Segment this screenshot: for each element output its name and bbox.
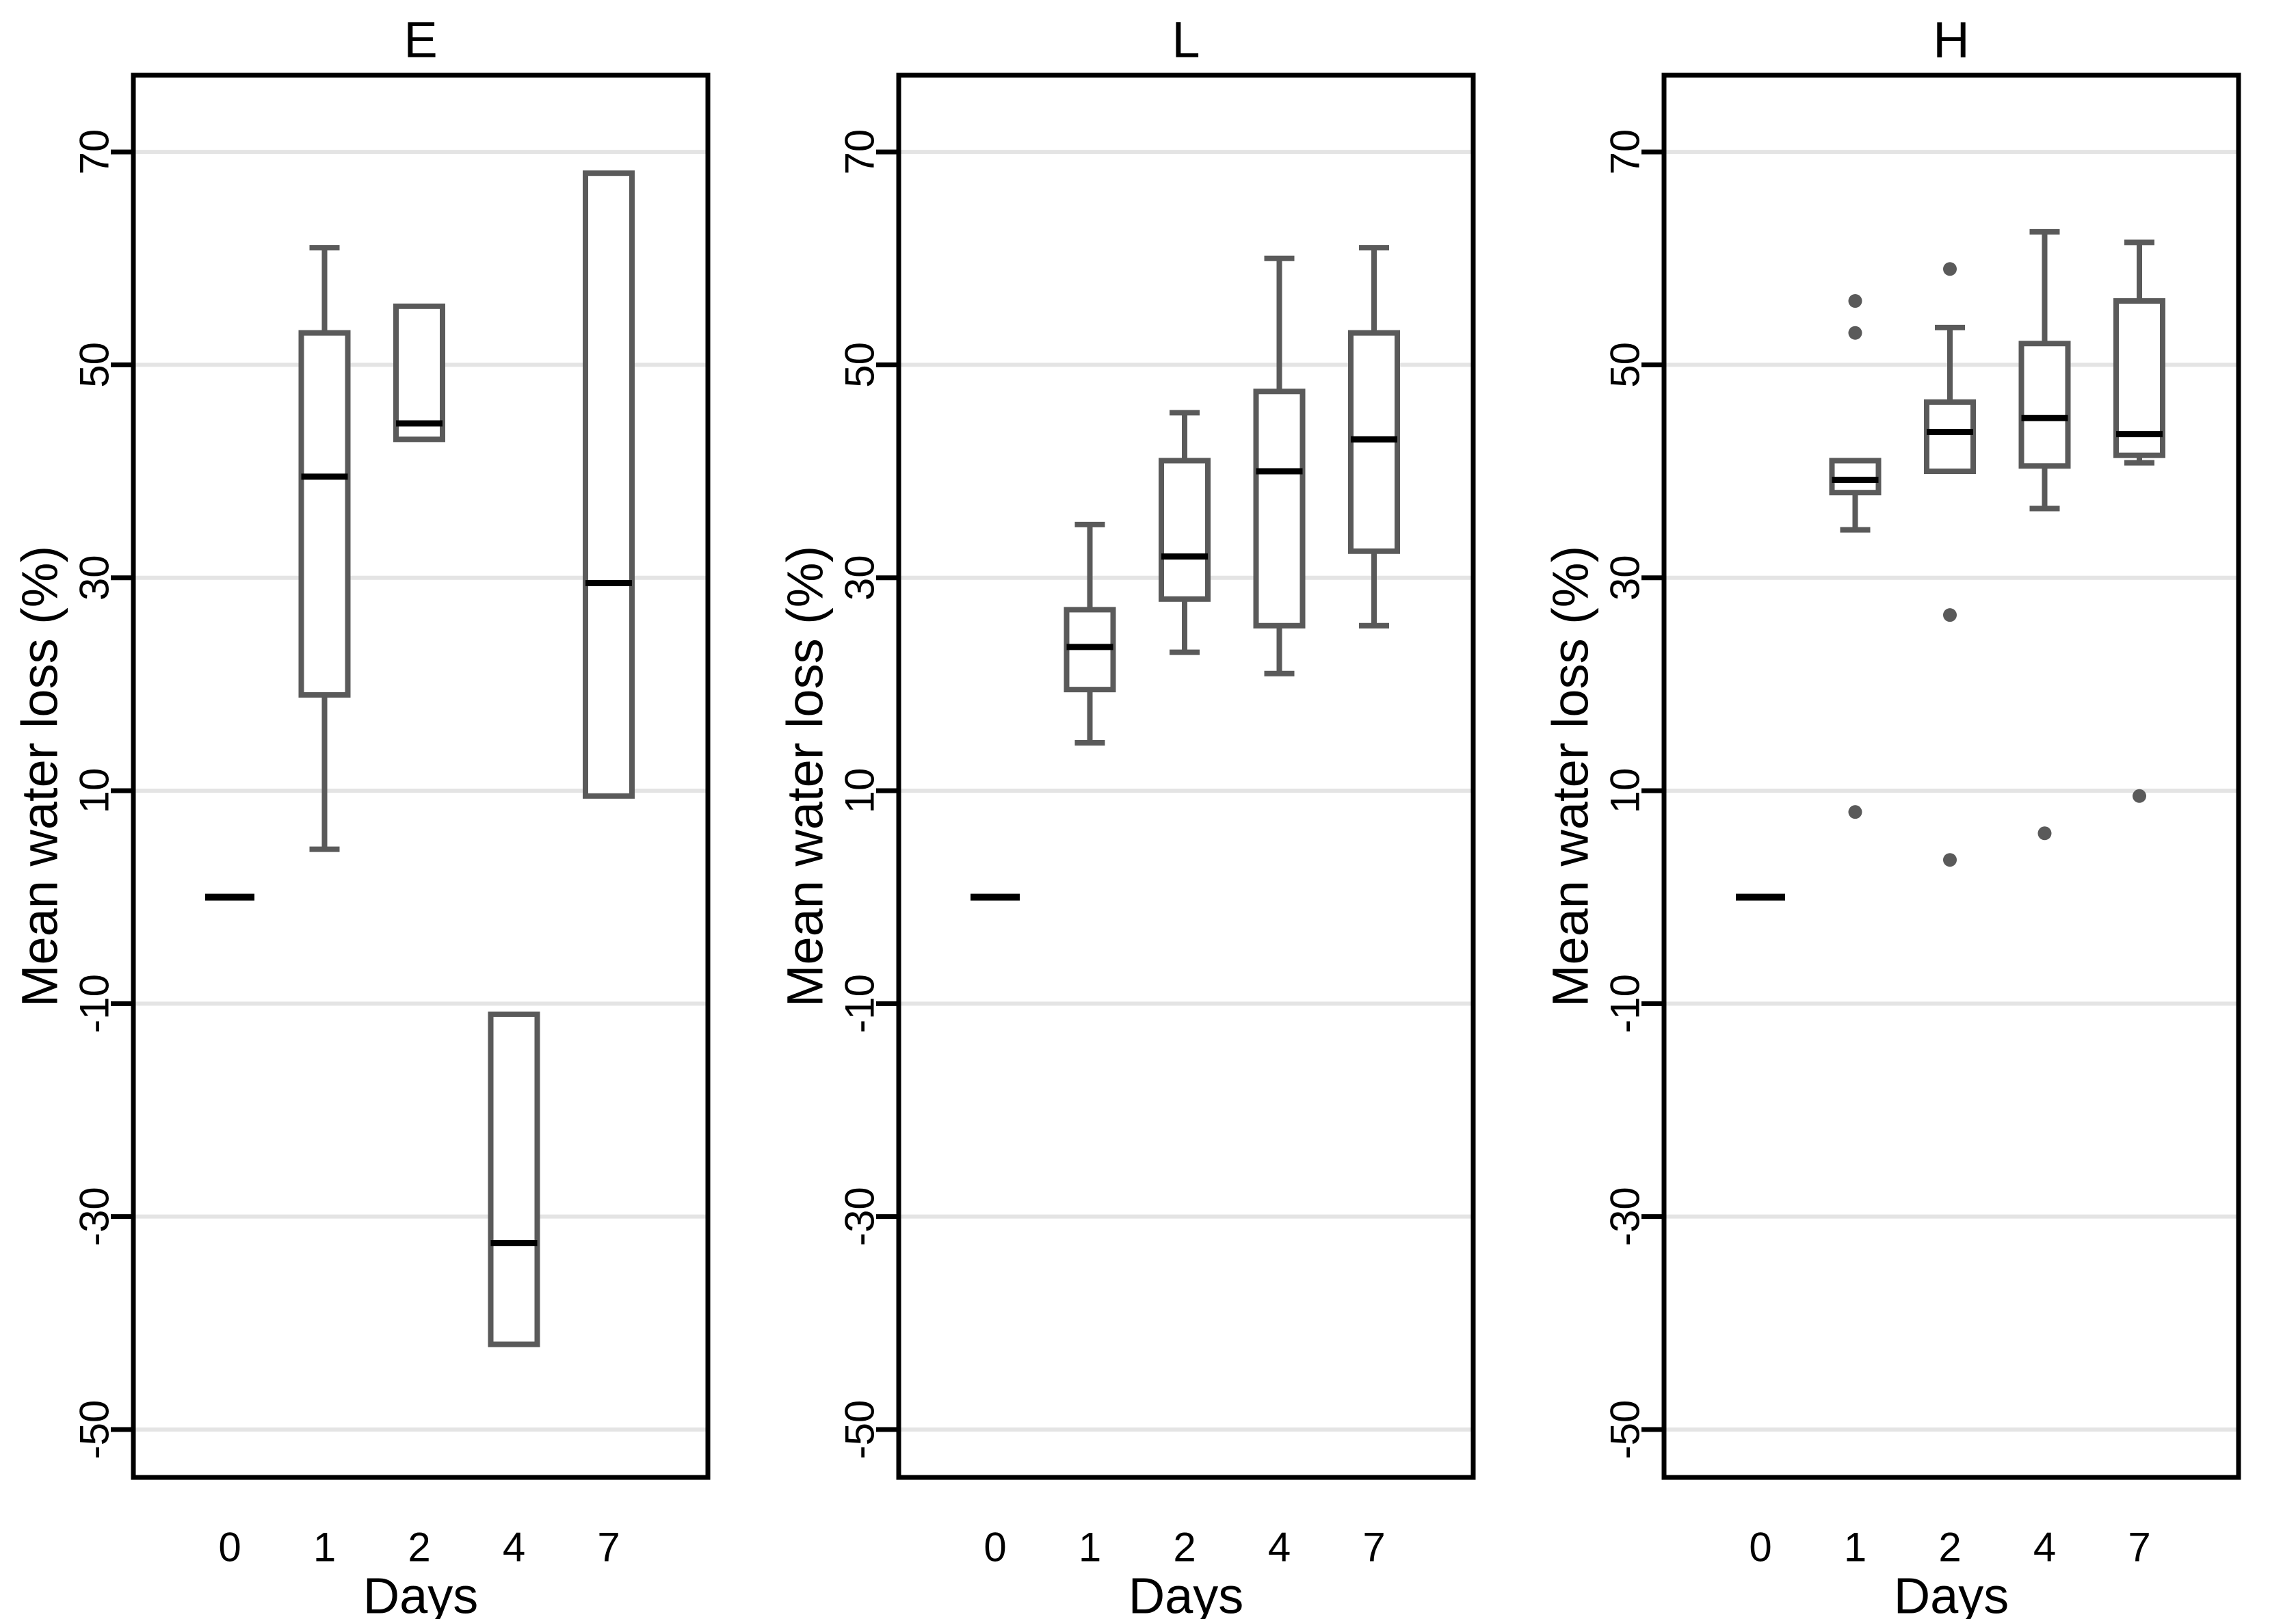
- x-tick-label-4: 4: [1268, 1525, 1291, 1570]
- panel-canvas-H: 70 50 30 10 -10 -30 -50 0 1 2 4 7 H Days Mean water lo…: [1542, 12, 2241, 1619]
- x-tick-label-1: 1: [1844, 1525, 1866, 1570]
- panel-canvas-E: 70 50 30 10 -10 -30 -50 0 1 2 4 7 E Days Mean water lo…: [12, 12, 711, 1619]
- outlier-dot-day-1-0: [1848, 293, 1862, 308]
- y-tick-label--50: -50: [1602, 1400, 1648, 1460]
- panel-canvas-L: 70 50 30 10 -10 -30 -50 0 1 2 4 7 L Days Mean water lo…: [777, 12, 1476, 1619]
- x-tick-label-0: 0: [1749, 1525, 1771, 1570]
- y-tick-label-10: 10: [837, 768, 883, 814]
- y-tick-label--10: -10: [1602, 974, 1648, 1034]
- y-tick-label-70: 70: [72, 129, 118, 175]
- y-tick-label--50: -50: [837, 1400, 883, 1460]
- box-day-2: [393, 303, 445, 443]
- x-axis-title: Days: [1894, 1568, 2009, 1619]
- y-tick-label-30: 30: [837, 555, 883, 601]
- box-day-4: [488, 1011, 540, 1347]
- panel-title-H: H: [1933, 12, 1969, 68]
- y-tick-label--50: -50: [72, 1400, 118, 1460]
- x-tick-label-4: 4: [503, 1525, 525, 1570]
- box-day-1: [298, 330, 351, 698]
- outlier-dot-day-2-2: [1943, 853, 1957, 867]
- y-tick-label--30: -30: [1602, 1187, 1648, 1246]
- x-tick-label-7: 7: [597, 1525, 620, 1570]
- x-tick-label-1: 1: [1079, 1525, 1101, 1570]
- x-tick-label-2: 2: [1173, 1525, 1196, 1570]
- outlier-dot-day-4-0: [2037, 826, 2052, 841]
- y-tick-label-30: 30: [72, 555, 118, 601]
- y-tick-label-70: 70: [1602, 129, 1648, 175]
- y-tick-label-30: 30: [1602, 555, 1648, 601]
- y-tick-label-10: 10: [72, 768, 118, 814]
- panel-L: 70 50 30 10 -10 -30 -50 0 1 2 4 7 L Days Mean water lo…: [765, 0, 1531, 1619]
- y-axis-title: Mean water loss (%): [777, 546, 834, 1007]
- panel-title-L: L: [1172, 12, 1200, 68]
- x-axis-title: Days: [1129, 1568, 1244, 1619]
- panel-border: [1661, 73, 2241, 1480]
- x-tick-label-0: 0: [218, 1525, 241, 1570]
- y-tick-label-50: 50: [837, 342, 883, 388]
- panel-H: 70 50 30 10 -10 -30 -50 0 1 2 4 7 H Days Mean water lo…: [1531, 0, 2296, 1619]
- x-tick-label-2: 2: [1938, 1525, 1961, 1570]
- x-tick-label-1: 1: [313, 1525, 336, 1570]
- outlier-dot-day-1-1: [1848, 326, 1862, 340]
- panel-E: 70 50 30 10 -10 -30 -50 0 1 2 4 7 E Days Mean water lo…: [0, 0, 765, 1619]
- outlier-dot-day-7-0: [2133, 789, 2146, 803]
- y-tick-label-50: 50: [1602, 342, 1648, 388]
- y-tick-label--30: -30: [72, 1187, 118, 1246]
- y-tick-label--30: -30: [837, 1187, 883, 1246]
- x-axis-title: Days: [363, 1568, 479, 1619]
- panel-border: [896, 73, 1476, 1480]
- y-tick-label-10: 10: [1602, 768, 1648, 814]
- y-tick-label-70: 70: [837, 129, 883, 175]
- outlier-dot-day-2-1: [1943, 608, 1957, 622]
- x-tick-label-2: 2: [408, 1525, 430, 1570]
- y-tick-label-50: 50: [72, 342, 118, 388]
- x-tick-label-4: 4: [2033, 1525, 2056, 1570]
- outlier-dot-day-1-2: [1848, 805, 1862, 819]
- box-day-2: [1924, 399, 1976, 475]
- box-day-7: [583, 170, 635, 799]
- outlier-dot-day-2-0: [1943, 262, 1957, 276]
- panel-border: [131, 73, 711, 1480]
- y-axis-title: Mean water loss (%): [1542, 546, 1599, 1007]
- box-day-4: [2018, 341, 2071, 469]
- x-tick-label-7: 7: [2128, 1525, 2150, 1570]
- y-tick-label--10: -10: [837, 974, 883, 1034]
- box-day-2: [1159, 458, 1211, 602]
- panel-title-E: E: [404, 12, 437, 68]
- y-axis-title: Mean water loss (%): [12, 546, 68, 1007]
- x-tick-label-0: 0: [984, 1525, 1006, 1570]
- y-tick-label--10: -10: [72, 974, 118, 1034]
- box-day-4: [1253, 389, 1306, 629]
- box-day-7: [2113, 298, 2165, 458]
- x-tick-label-7: 7: [1362, 1525, 1385, 1570]
- box-day-1: [1829, 458, 1882, 496]
